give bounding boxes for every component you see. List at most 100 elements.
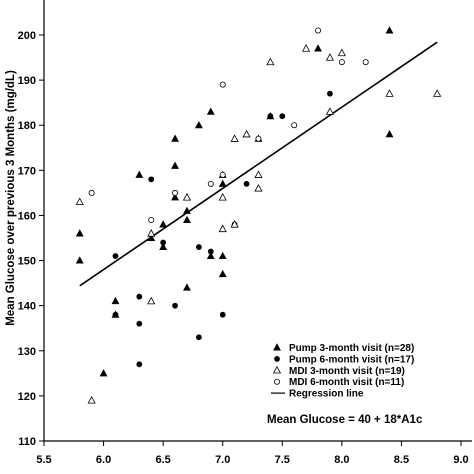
series-1-points bbox=[112, 90, 333, 368]
data-points bbox=[75, 26, 442, 404]
data-point bbox=[207, 180, 214, 187]
data-point bbox=[87, 395, 96, 404]
data-point bbox=[254, 170, 263, 178]
data-point bbox=[112, 253, 119, 259]
data-point bbox=[302, 44, 311, 52]
legend-marker bbox=[272, 365, 282, 374]
data-point bbox=[206, 107, 215, 115]
y-tick-label: 110 bbox=[18, 436, 36, 448]
series-2-points bbox=[75, 44, 442, 404]
legend-marker bbox=[273, 378, 280, 385]
data-point bbox=[291, 122, 298, 129]
data-point bbox=[159, 220, 168, 228]
y-tick-label: 200 bbox=[18, 30, 36, 42]
data-point bbox=[195, 244, 202, 250]
data-point bbox=[315, 27, 322, 34]
data-point bbox=[171, 193, 179, 201]
data-point bbox=[136, 320, 143, 327]
plot-frame bbox=[43, 0, 472, 442]
x-tick-label: 5.5 bbox=[36, 454, 51, 466]
x-tick-label: 9.0 bbox=[453, 454, 468, 466]
x-tick-label: 6.0 bbox=[96, 454, 111, 466]
data-point bbox=[206, 251, 215, 260]
y-tick-label: 130 bbox=[18, 346, 36, 358]
legend-label: MDI 3-month visit (n=19) bbox=[289, 366, 405, 377]
data-point bbox=[218, 269, 227, 278]
x-tick-label: 8.5 bbox=[394, 454, 409, 466]
y-axis-ticks: 110 120 130 140 150 160 170 180 190 200 bbox=[18, 30, 44, 448]
data-point bbox=[219, 171, 226, 178]
data-point bbox=[148, 176, 155, 183]
data-point bbox=[362, 59, 369, 66]
data-point bbox=[183, 283, 191, 291]
data-point bbox=[136, 361, 143, 368]
data-point bbox=[183, 206, 191, 214]
legend: Pump 3-month visit (n=28)Pump 6-month vi… bbox=[271, 343, 414, 400]
data-point bbox=[136, 293, 143, 300]
legend-label: Regression line bbox=[289, 389, 364, 400]
y-tick-label: 180 bbox=[18, 120, 36, 132]
data-point bbox=[172, 189, 179, 196]
data-point bbox=[385, 26, 394, 34]
x-axis-ticks: 5.5 6.0 6.5 7.0 7.5 8.0 8.5 9.0 bbox=[36, 441, 469, 466]
y-tick-label: 190 bbox=[18, 75, 36, 87]
data-point bbox=[325, 53, 335, 61]
data-point bbox=[194, 120, 203, 129]
data-point bbox=[254, 183, 263, 192]
data-point bbox=[218, 192, 227, 201]
series-0-points bbox=[75, 26, 394, 377]
y-axis-title: Mean Glucose over previous 3 Months (mg/… bbox=[5, 70, 17, 326]
data-point bbox=[230, 220, 239, 228]
data-point bbox=[147, 233, 156, 241]
data-point bbox=[172, 302, 178, 309]
data-point bbox=[182, 192, 192, 201]
data-point bbox=[385, 89, 394, 97]
data-point bbox=[243, 180, 250, 187]
data-point bbox=[266, 57, 275, 66]
data-point bbox=[75, 229, 84, 237]
data-point bbox=[327, 90, 333, 97]
x-tick-label: 6.5 bbox=[155, 454, 170, 466]
data-point bbox=[135, 170, 144, 178]
legend-label: Pump 6-month visit (n=17) bbox=[289, 354, 414, 365]
data-point bbox=[433, 89, 442, 97]
regression-equation: Mean Glucose = 40 + 18*A1c bbox=[267, 414, 423, 426]
data-point bbox=[75, 256, 84, 264]
data-point bbox=[230, 134, 239, 142]
x-tick-label: 8.0 bbox=[334, 454, 349, 466]
data-point bbox=[171, 134, 179, 142]
data-point bbox=[218, 251, 227, 260]
data-point bbox=[267, 113, 274, 120]
series-3-points bbox=[88, 27, 369, 223]
data-point bbox=[314, 44, 322, 52]
data-point bbox=[255, 135, 262, 142]
data-point bbox=[112, 311, 119, 318]
legend-marker bbox=[274, 355, 280, 362]
data-point bbox=[160, 239, 167, 246]
data-point bbox=[88, 189, 95, 196]
legend-label: MDI 6-month visit (n=11) bbox=[289, 377, 404, 388]
regression-line bbox=[79, 41, 438, 287]
data-point bbox=[111, 296, 120, 305]
data-point bbox=[148, 216, 155, 223]
data-point bbox=[147, 296, 156, 305]
data-point bbox=[338, 59, 345, 66]
x-tick-label: 7.0 bbox=[215, 454, 230, 466]
data-point bbox=[195, 334, 202, 341]
data-point bbox=[385, 130, 394, 138]
data-point bbox=[171, 161, 179, 169]
y-tick-label: 150 bbox=[18, 256, 36, 268]
y-tick-label: 160 bbox=[18, 210, 36, 222]
data-point bbox=[279, 113, 286, 120]
regression-line-path bbox=[79, 41, 438, 287]
data-point bbox=[325, 107, 335, 115]
legend-label: Pump 3-month visit (n=28) bbox=[289, 343, 414, 354]
data-point bbox=[183, 215, 191, 223]
data-point bbox=[218, 179, 227, 187]
data-point bbox=[219, 311, 226, 318]
y-tick-label: 140 bbox=[18, 301, 36, 313]
y-tick-label: 170 bbox=[18, 165, 36, 177]
data-point bbox=[147, 229, 156, 237]
data-point bbox=[242, 129, 251, 138]
